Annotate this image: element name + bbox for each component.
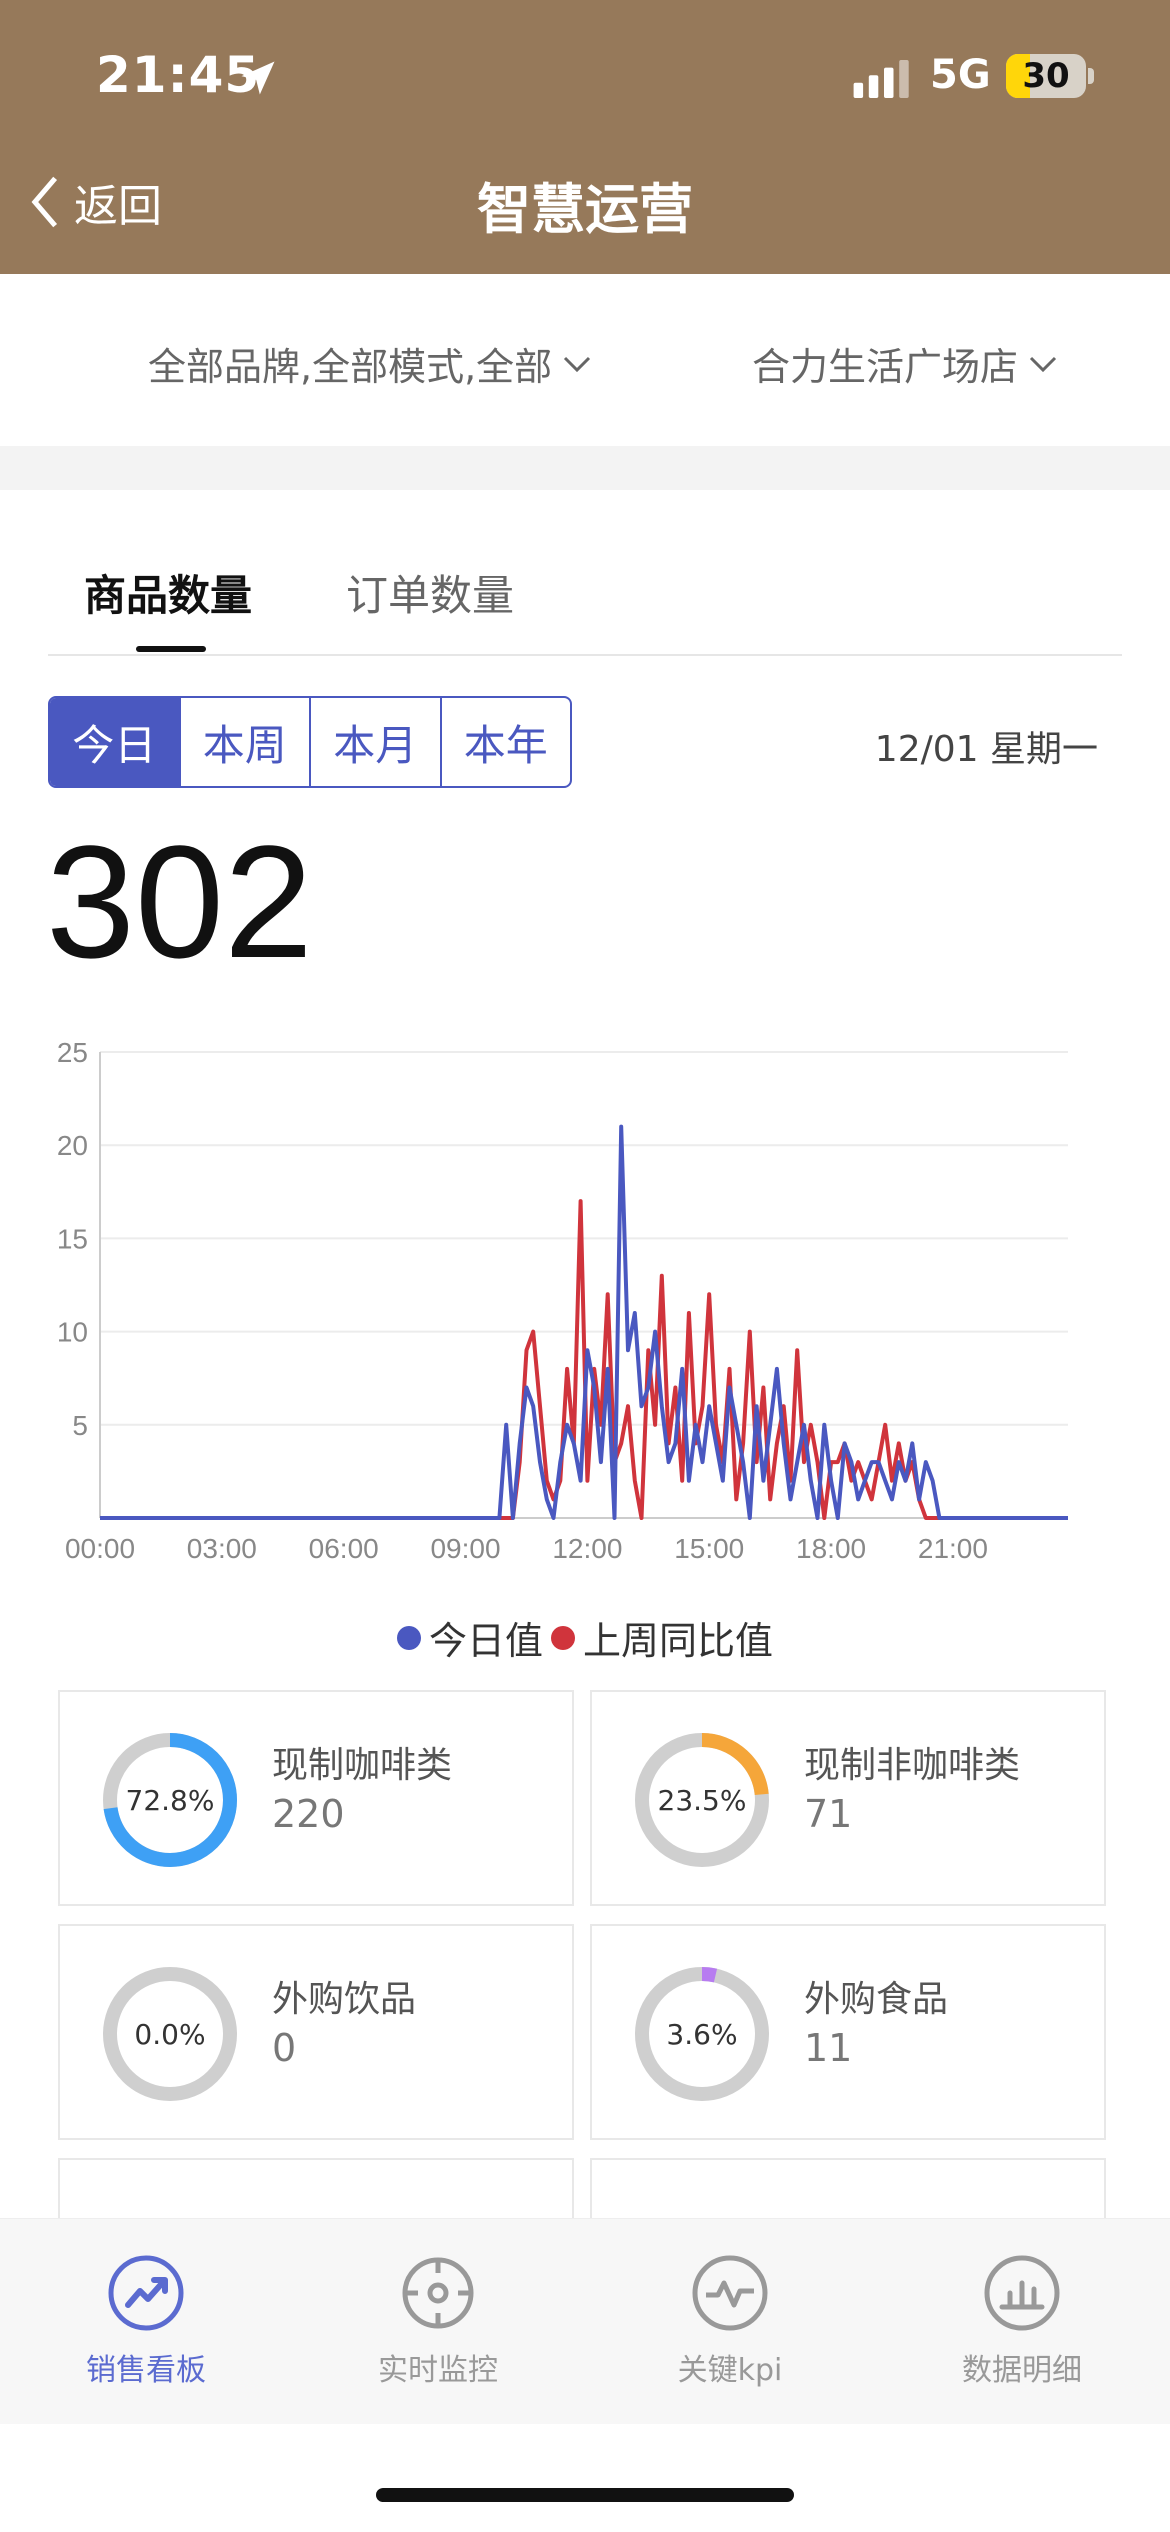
bottom-tab-bar: 销售看板 实时监控 关键kpi 数据明细 (0, 2218, 1170, 2424)
category-name: 外购食品 (804, 1979, 949, 2020)
donut-progress (103, 1967, 237, 2101)
y-tick-label: 20 (57, 1130, 88, 1161)
legend-last-week[interactable]: 上周同比值 (551, 1610, 773, 1665)
tab-sales-dashboard-label: 销售看板 (86, 2353, 206, 2388)
category-percent: 23.5% (657, 1783, 747, 1817)
x-tick-label: 15:00 (674, 1533, 744, 1564)
current-date: 12/01 星期一 (874, 729, 1098, 770)
x-tick-label: 06:00 (309, 1533, 379, 1564)
category-name: 现制咖啡类 (272, 1745, 453, 1786)
category-value: 0 (272, 2026, 297, 2070)
y-tick-label: 25 (57, 1037, 88, 1068)
tab-data-detail[interactable]: 数据明细 (922, 2253, 1122, 2389)
filter-bar: 全部品牌,全部模式,全部 合力生活广场店 (0, 274, 1170, 446)
legend-last-week-label: 上周同比值 (583, 1619, 774, 1663)
tab-key-kpi-label: 关键kpi (677, 2353, 783, 2388)
category-value: 220 (272, 1792, 345, 1836)
battery-fill (1006, 54, 1030, 98)
period-today[interactable]: 今日 (50, 698, 179, 786)
donut-fill (635, 1967, 769, 2101)
bar-chart-icon (984, 2255, 1060, 2331)
tab-sales-dashboard[interactable]: 销售看板 (46, 2253, 246, 2389)
tab-key-kpi[interactable]: 关键kpi (630, 2253, 830, 2389)
store-filter-label: 合力生活广场店 (752, 345, 1019, 389)
tab-order-count[interactable]: 订单数量 (346, 571, 515, 620)
location-arrow-icon (241, 61, 275, 95)
y-tick-label: 5 (72, 1410, 88, 1441)
tab-data-detail-label: 数据明细 (962, 2353, 1082, 2388)
x-tick-label: 03:00 (187, 1533, 257, 1564)
x-tick-label: 21:00 (918, 1533, 988, 1564)
period-month[interactable]: 本月 (309, 698, 440, 786)
pulse-icon (692, 2255, 768, 2331)
series-line-today (100, 1124, 1068, 1520)
category-card[interactable]: 23.5% 现制非咖啡类 71 (590, 1690, 1106, 1906)
period-selector: 今日 本周 本月 本年 (48, 696, 572, 788)
donut-fill (103, 1733, 237, 1867)
page-title: 智慧运营 (477, 178, 693, 241)
x-tick-label: 18:00 (796, 1533, 866, 1564)
tab-realtime-monitor[interactable]: 实时监控 (338, 2253, 538, 2389)
home-indicator (376, 2488, 794, 2502)
battery-icon: 30 (1006, 54, 1086, 98)
category-percent: 72.8% (125, 1783, 215, 1817)
status-bar: 21:45 5G 30 (0, 0, 1170, 150)
section-divider (0, 446, 1170, 490)
donut-progress (635, 1967, 769, 2101)
donut-fill (635, 1733, 769, 1867)
brand-filter-label: 全部品牌,全部模式,全部 (148, 345, 553, 389)
network-type: 5G (930, 52, 991, 98)
trend-icon (108, 2255, 184, 2331)
active-tab-indicator (136, 646, 206, 652)
category-card[interactable]: 72.8% 现制咖啡类 220 (58, 1690, 574, 1906)
chevron-left-icon (31, 176, 58, 228)
donut-progress (635, 1733, 769, 1867)
hourly-line-chart: 25 20 15 10 5 00:00 03:00 06:00 09:00 12:00 15:00 1… (57, 1037, 1068, 1564)
category-percent: 3.6% (666, 2017, 738, 2051)
period-year[interactable]: 本年 (439, 698, 571, 786)
legend-today-dot (396, 1625, 421, 1650)
battery-tip (1088, 68, 1094, 84)
y-tick-label: 10 (57, 1317, 88, 1348)
category-name: 外购饮品 (272, 1979, 417, 2020)
back-label: 返回 (74, 181, 162, 232)
category-card[interactable]: 3.6% 外购食品 11 (590, 1924, 1106, 2140)
category-name: 现制非咖啡类 (804, 1745, 1021, 1786)
period-week[interactable]: 本周 (178, 698, 310, 786)
battery-percent: 30 (1022, 56, 1070, 96)
category-value: 71 (804, 1792, 853, 1836)
category-value: 11 (804, 2026, 853, 2070)
legend-last-week-dot (551, 1625, 575, 1650)
nav-bar (0, 150, 1170, 274)
donut-progress (103, 1733, 237, 1867)
store-filter-dropdown[interactable]: 合力生活广场店 (752, 336, 1058, 391)
x-tick-label: 12:00 (552, 1533, 622, 1564)
x-tick-label: 00:00 (65, 1533, 135, 1564)
chart-legend: 今日值 上周同比值 (0, 1610, 1170, 1665)
signal-icon (853, 60, 909, 98)
legend-today[interactable]: 今日值 (396, 1610, 543, 1665)
status-time: 21:45 (96, 46, 261, 104)
chevron-down-icon (564, 356, 591, 372)
target-icon (402, 2257, 474, 2329)
x-tick-label: 09:00 (430, 1533, 500, 1564)
category-card[interactable]: 0.0% 外购饮品 0 (58, 1924, 574, 2140)
chevron-down-icon (1029, 356, 1057, 372)
brand-filter-dropdown[interactable]: 全部品牌,全部模式,全部 (148, 336, 592, 391)
y-tick-label: 15 (57, 1223, 88, 1254)
total-count: 302 (46, 812, 313, 991)
category-percent: 0.0% (134, 2017, 206, 2051)
back-button[interactable]: 返回 (28, 170, 162, 234)
legend-today-label: 今日值 (428, 1619, 543, 1663)
donut-track (103, 1967, 237, 2101)
tab-realtime-monitor-label: 实时监控 (378, 2353, 498, 2388)
tab-product-count[interactable]: 商品数量 (84, 571, 253, 620)
metric-tabs: 商品数量 订单数量 (48, 490, 1122, 656)
